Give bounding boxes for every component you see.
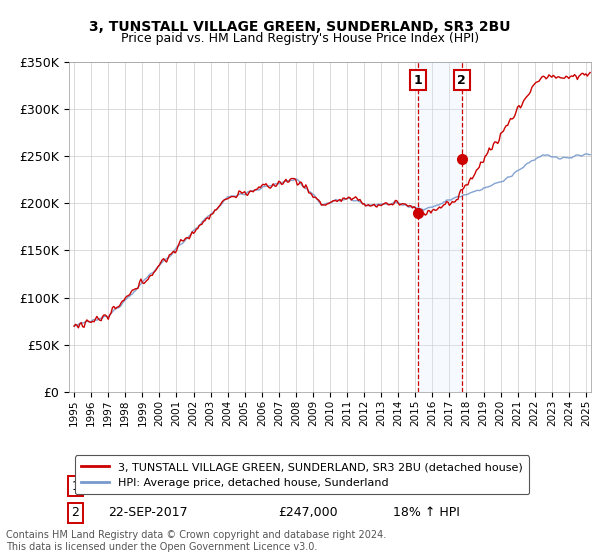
Text: 03-MAR-2015: 03-MAR-2015 — [108, 480, 192, 493]
Text: Contains HM Land Registry data © Crown copyright and database right 2024.
This d: Contains HM Land Registry data © Crown c… — [6, 530, 386, 552]
Bar — [418, 62, 461, 392]
Text: 22-SEP-2017: 22-SEP-2017 — [108, 506, 188, 519]
Text: 2: 2 — [457, 74, 466, 87]
Text: 2: 2 — [71, 506, 79, 519]
Text: 2% ↓ HPI: 2% ↓ HPI — [392, 480, 452, 493]
Legend: 3, TUNSTALL VILLAGE GREEN, SUNDERLAND, SR3 2BU (detached house), HPI: Average pr: 3, TUNSTALL VILLAGE GREEN, SUNDERLAND, S… — [74, 455, 529, 494]
Text: 1: 1 — [414, 74, 422, 87]
Text: £247,000: £247,000 — [278, 506, 337, 519]
Text: 18% ↑ HPI: 18% ↑ HPI — [392, 506, 460, 519]
Text: 3, TUNSTALL VILLAGE GREEN, SUNDERLAND, SR3 2BU: 3, TUNSTALL VILLAGE GREEN, SUNDERLAND, S… — [89, 20, 511, 34]
Text: £190,000: £190,000 — [278, 480, 337, 493]
Text: Price paid vs. HM Land Registry's House Price Index (HPI): Price paid vs. HM Land Registry's House … — [121, 32, 479, 45]
Text: 1: 1 — [71, 480, 79, 493]
